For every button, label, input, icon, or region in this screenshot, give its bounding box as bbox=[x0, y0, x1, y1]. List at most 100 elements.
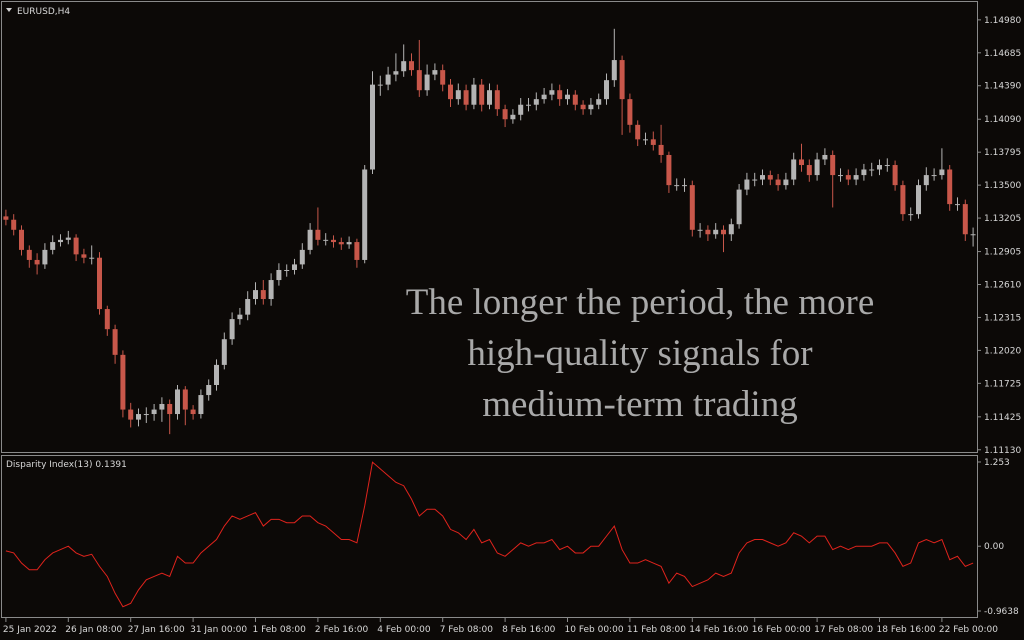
candle-body bbox=[845, 175, 851, 180]
y-tick-label: 1.12315 bbox=[984, 313, 1021, 323]
candle-body bbox=[650, 139, 656, 145]
candle-body bbox=[206, 385, 212, 396]
overlay-line: The longer the period, the more bbox=[406, 282, 875, 323]
candle-body bbox=[557, 90, 563, 100]
candle-body bbox=[268, 280, 274, 300]
candle-body bbox=[112, 329, 118, 355]
y-tick-label: 1.11425 bbox=[984, 413, 1021, 423]
candle-body bbox=[128, 409, 134, 420]
candle-body bbox=[479, 84, 485, 105]
y-tick-label: 1.13205 bbox=[984, 214, 1021, 224]
overlay-line: medium-term trading bbox=[482, 384, 797, 425]
candle-body bbox=[744, 179, 750, 190]
x-tick-label: 22 Feb 00:00 bbox=[939, 625, 998, 635]
x-tick-label: 10 Feb 00:00 bbox=[565, 625, 624, 635]
candle-body bbox=[736, 189, 742, 225]
candle-body bbox=[50, 242, 56, 250]
candle-body bbox=[323, 239, 329, 241]
candle-body bbox=[526, 104, 531, 106]
y-tick-label: 1.14980 bbox=[984, 16, 1021, 26]
y-tick-label: 1.14685 bbox=[984, 49, 1021, 59]
candle-body bbox=[182, 389, 188, 410]
symbol-title: EURUSD,H4 bbox=[17, 7, 70, 17]
candle-body bbox=[572, 94, 578, 105]
y-tick-label: 1.14090 bbox=[984, 115, 1021, 125]
candle-body bbox=[315, 229, 321, 240]
candle-body bbox=[674, 185, 680, 187]
overlay-line: high-quality signals for bbox=[467, 333, 812, 374]
candle-body bbox=[580, 104, 586, 110]
candle-body bbox=[409, 61, 414, 71]
candle-body bbox=[42, 249, 48, 265]
candle-body bbox=[19, 229, 24, 250]
candle-body bbox=[73, 237, 79, 255]
candle-body bbox=[970, 234, 976, 236]
y-tick-label: 1.12905 bbox=[984, 248, 1021, 258]
candle-body bbox=[385, 74, 391, 85]
candle-body bbox=[11, 219, 17, 230]
x-tick-label: 17 Feb 08:00 bbox=[814, 625, 873, 635]
x-tick-label: 27 Jan 16:00 bbox=[128, 625, 185, 635]
candle-body bbox=[159, 403, 165, 410]
candle-body bbox=[830, 154, 836, 176]
candle-body bbox=[791, 159, 797, 180]
candle-body bbox=[3, 216, 9, 220]
candle-body bbox=[877, 165, 882, 170]
candle-body bbox=[494, 90, 500, 110]
candle-body bbox=[284, 269, 290, 271]
candle-body bbox=[549, 90, 555, 95]
price-panel-frame bbox=[1, 1, 978, 453]
candle-body bbox=[682, 185, 687, 187]
candle-body bbox=[916, 185, 921, 215]
indicator-title: Disparity Index(13) 0.1391 bbox=[6, 460, 127, 470]
candle-body bbox=[619, 60, 625, 100]
x-tick-label: 7 Feb 08:00 bbox=[440, 625, 494, 635]
candle-body bbox=[221, 339, 227, 365]
candle-body bbox=[565, 94, 570, 100]
y-tick-label: 1.253 bbox=[984, 458, 1010, 468]
y-tick-label: 1.13795 bbox=[984, 148, 1021, 158]
candle-body bbox=[627, 99, 633, 125]
candle-body bbox=[432, 70, 438, 75]
candle-body bbox=[853, 175, 859, 180]
candle-body bbox=[713, 229, 719, 235]
x-tick-label: 1 Feb 08:00 bbox=[253, 625, 307, 635]
candle-body bbox=[728, 224, 734, 235]
candle-body bbox=[541, 94, 547, 100]
candle-body bbox=[689, 185, 695, 230]
candle-body bbox=[783, 179, 789, 186]
candle-body bbox=[635, 124, 641, 140]
candle-body bbox=[900, 185, 906, 215]
candle-body bbox=[136, 414, 141, 420]
candle-body bbox=[299, 249, 305, 265]
candle-body bbox=[253, 290, 258, 300]
candle-body bbox=[869, 169, 875, 171]
candle-body bbox=[487, 90, 492, 105]
candle-body bbox=[175, 389, 180, 415]
candle-body bbox=[884, 165, 890, 167]
candle-body bbox=[697, 229, 703, 231]
candle-body bbox=[104, 309, 110, 330]
candle-body bbox=[955, 204, 960, 206]
candle-body bbox=[643, 139, 648, 141]
candle-body bbox=[440, 70, 446, 85]
candle-body bbox=[377, 84, 383, 86]
x-tick-label: 16 Feb 00:00 bbox=[752, 625, 811, 635]
y-tick-label: 1.12610 bbox=[984, 281, 1021, 291]
candle-body bbox=[799, 159, 804, 166]
candle-body bbox=[416, 70, 422, 91]
candle-body bbox=[838, 175, 843, 177]
candle-body bbox=[533, 99, 539, 105]
candle-body bbox=[58, 239, 63, 243]
y-tick-label: 1.14390 bbox=[984, 82, 1021, 92]
candle-body bbox=[370, 84, 375, 170]
candle-body bbox=[97, 257, 102, 310]
y-tick-label: -0.9638 bbox=[984, 607, 1019, 617]
candle-body bbox=[588, 104, 594, 110]
candle-body bbox=[604, 80, 609, 100]
candle-body bbox=[120, 354, 126, 410]
candle-body bbox=[81, 254, 87, 258]
x-tick-label: 11 Feb 08:00 bbox=[627, 625, 686, 635]
